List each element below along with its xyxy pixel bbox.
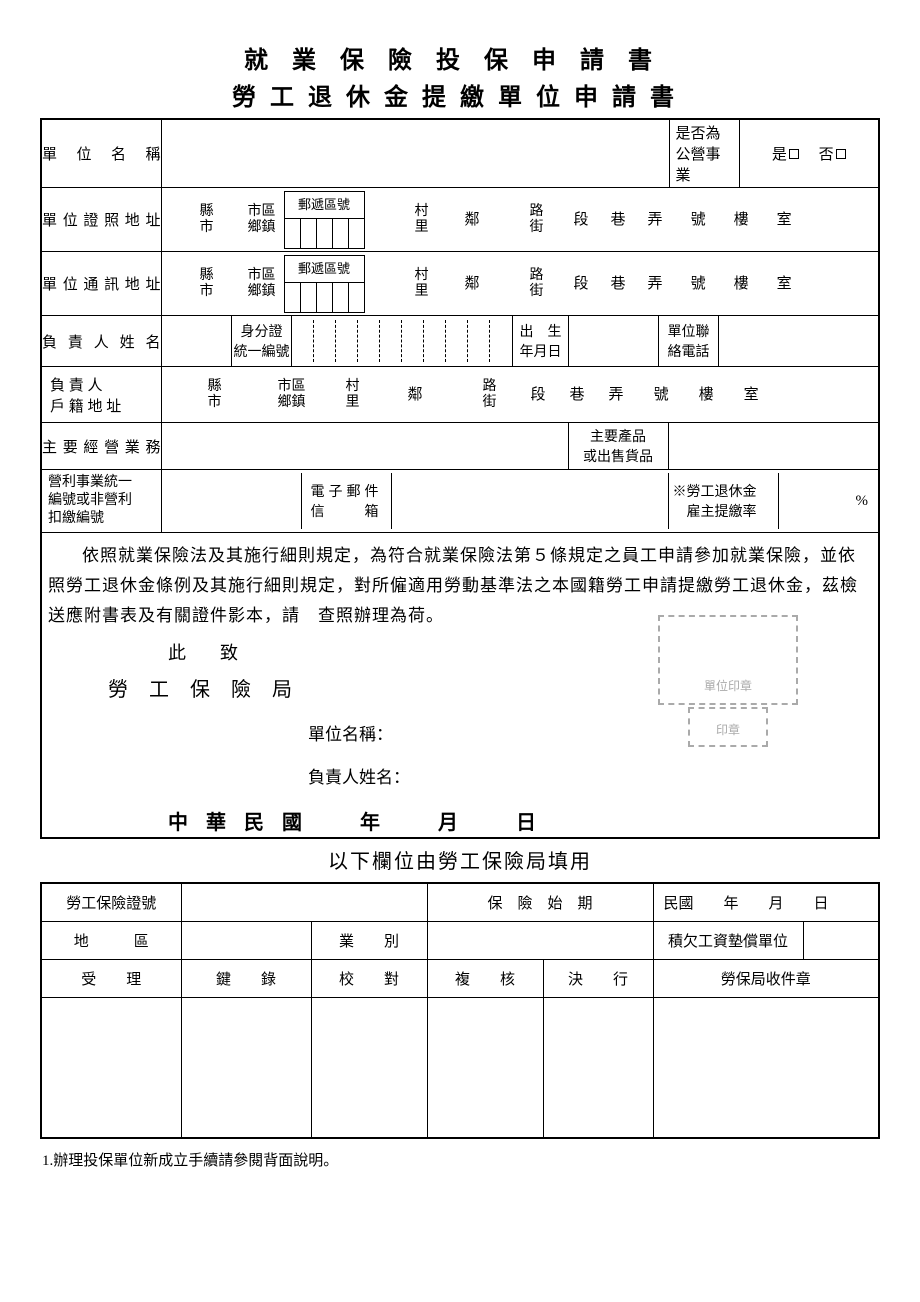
field-region[interactable] [181,922,311,960]
label-unit-name: 單位名稱 [41,119,161,188]
label-contact-address: 單位通訊地址 [41,252,161,316]
field-principal-address[interactable]: 縣市 市區鄉鎮 村里 鄰 路街 段 巷 弄 號 樓 室 [161,367,879,423]
field-insurance-no[interactable] [181,883,427,922]
field-arrears-unit[interactable] [803,922,879,960]
label-principal-address: 負 責 人 戶 籍 地 址 [41,367,161,423]
field-main-product[interactable] [668,423,878,469]
label-verify: 校 對 [311,960,427,998]
roc-date-line: 中華民國 年 月 日 [42,806,878,837]
label-review: 複 核 [427,960,543,998]
field-principal-name[interactable] [162,316,232,366]
label-start-date: 保 險 始 期 [427,883,653,922]
label-stamp: 勞保局收件章 [653,960,879,998]
label-pension-rate: ※勞工退休金 雇主提繳率 [668,473,778,529]
footnote: 1.辦理投保單位新成立手續請參閱背面說明。 [40,1139,880,1180]
field-birth-date[interactable] [569,316,659,366]
label-main-product: 主要產品 或出售貨品 [568,423,668,469]
label-accept: 受 理 [41,960,181,998]
office-section-header: 以下欄位由勞工保險局填用 [40,839,880,882]
field-unit-phone[interactable] [719,316,879,366]
field-license-address[interactable]: 縣市 市區鄉鎮 郵遞區號 村里 鄰 路街 段 巷 [161,188,879,252]
main-form-table: 單位名稱 是否為 公營事業 是 否 單位證照地址 縣市 市區鄉鎮 郵遞區號 [40,118,880,839]
label-id-number: 身分證 統一編號 [232,316,292,366]
unit-seal-box[interactable]: 單位印章 [658,615,798,705]
field-accept[interactable] [41,998,181,1138]
field-id-number[interactable] [292,316,513,366]
field-review[interactable] [427,998,543,1138]
label-unit-phone: 單位聯 絡電話 [659,316,719,366]
field-stamp[interactable] [653,998,879,1138]
field-public-enterprise[interactable]: 是 否 [739,119,879,188]
office-table: 勞工保險證號 保 險 始 期 民國 年 月 日 地 區 業 別 積欠工資墊償單位… [40,882,880,1139]
title-line-1: 就業保險投保申請書 [40,40,880,75]
field-pension-rate[interactable]: % [778,473,878,529]
label-license-address: 單位證照地址 [41,188,161,252]
label-principal-name: 負責人姓名 [41,316,161,367]
label-arrears-unit: 積欠工資墊償單位 [653,922,803,960]
field-email[interactable] [392,473,669,529]
field-verify[interactable] [311,998,427,1138]
field-tax-id[interactable] [162,473,302,529]
label-birth-date: 出 生 年月日 [513,316,569,366]
label-public-enterprise: 是否為 公營事業 [669,119,739,188]
label-input: 鍵 錄 [181,960,311,998]
sign-principal-name: 負責人姓名： [48,763,872,788]
field-industry[interactable] [427,922,653,960]
label-email: 電子郵件 信 箱 [302,473,392,529]
label-decide: 決 行 [543,960,653,998]
field-contact-address[interactable]: 縣市 市區鄉鎮 郵遞區號 村里 鄰 路街 段 巷 [161,252,879,316]
label-tax-id: 營利事業統一 編號或非營利 扣繳編號 [41,470,161,533]
field-input[interactable] [181,998,311,1138]
label-region: 地 區 [41,922,181,960]
seal-box[interactable]: 印章 [688,707,768,747]
label-main-business: 主要經營業務 [41,423,161,470]
field-decide[interactable] [543,998,653,1138]
field-main-business[interactable] [162,423,569,469]
label-insurance-no: 勞工保險證號 [41,883,181,922]
title-line-2: 勞工退休金提繳單位申請書 [40,77,880,112]
field-start-date[interactable]: 民國 年 月 日 [653,883,879,922]
label-industry: 業 別 [311,922,427,960]
field-unit-name[interactable] [161,119,669,188]
